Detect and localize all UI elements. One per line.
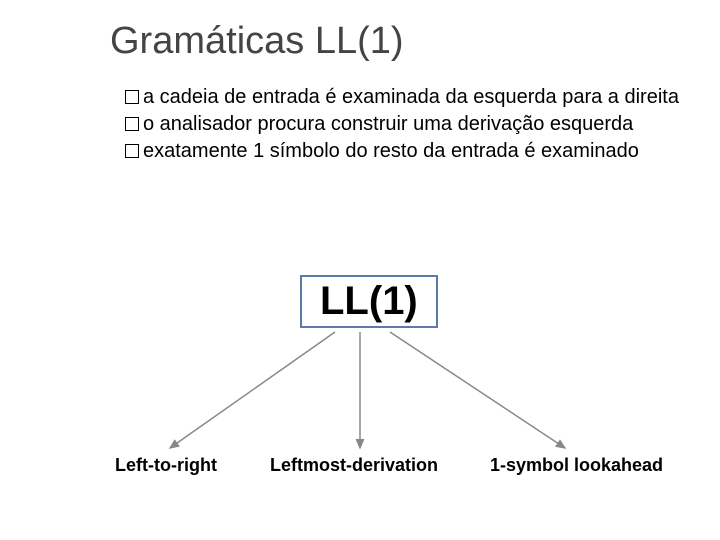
label-left: Left-to-right — [115, 455, 217, 476]
arrow-right — [390, 332, 565, 448]
label-mid: Leftmost-derivation — [270, 455, 438, 476]
label-right: 1-symbol lookahead — [490, 455, 663, 476]
arrow-left — [170, 332, 335, 448]
